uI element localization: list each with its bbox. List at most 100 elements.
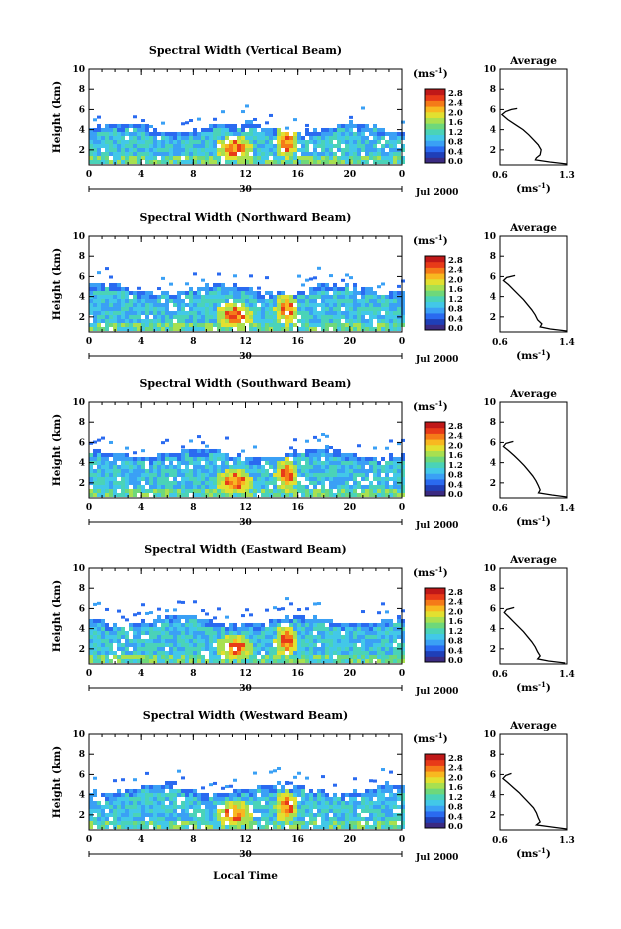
heatmap-cell	[213, 302, 217, 307]
heatmap-cell	[205, 314, 209, 319]
colorbar-segment	[425, 433, 445, 440]
x-tick-label: 0	[399, 835, 405, 845]
heatmap-cell	[401, 306, 405, 311]
heatmap-cell	[141, 139, 145, 144]
y-tick-label: 2	[79, 146, 85, 156]
heatmap-cell	[321, 143, 325, 148]
heatmap-cell	[141, 131, 145, 136]
heatmap-cell	[297, 638, 301, 643]
heatmap-cell	[201, 646, 205, 651]
heatmap-cell	[113, 318, 117, 323]
heatmap-cell	[97, 127, 101, 132]
heatmap-cell	[333, 143, 337, 148]
heatmap-cell	[389, 159, 393, 164]
heatmap-cell	[109, 275, 113, 279]
heatmap-cell	[125, 322, 129, 327]
heatmap-cell	[349, 654, 353, 659]
heatmap-cell	[149, 472, 153, 477]
heatmap-cell	[281, 607, 285, 611]
heatmap-cell	[161, 139, 165, 144]
heatmap-cell	[121, 808, 125, 813]
heatmap-cell	[145, 812, 149, 817]
heatmap-cell	[129, 326, 133, 331]
heatmap-cell	[189, 614, 193, 619]
heatmap-cell	[165, 484, 169, 489]
heatmap-cell	[125, 638, 129, 643]
heatmap-cell	[297, 464, 301, 469]
heatmap-cell	[257, 816, 261, 821]
heatmap-cell	[233, 626, 237, 631]
heatmap-cell	[249, 294, 253, 299]
heatmap-cell	[137, 139, 141, 144]
heatmap-cell	[181, 476, 185, 481]
heatmap-cell	[305, 151, 309, 156]
heatmap-cell	[153, 816, 157, 821]
heatmap-cell	[205, 155, 209, 160]
heatmap-cell	[209, 658, 213, 663]
heatmap-cell	[213, 298, 217, 303]
heatmap-cell	[309, 626, 313, 631]
heatmap-cell	[273, 314, 277, 319]
heatmap-cell	[113, 792, 117, 797]
heatmap-cell	[309, 792, 313, 797]
heatmap-cell	[241, 476, 245, 481]
heatmap-cell	[277, 820, 281, 825]
heatmap-cell	[105, 326, 109, 331]
heatmap-cell	[189, 131, 193, 136]
heatmap-cell	[285, 460, 289, 465]
heatmap-cell	[133, 778, 137, 782]
heatmap-cell	[237, 816, 241, 821]
heatmap-cell	[361, 642, 365, 647]
heatmap-cell	[209, 626, 213, 631]
heatmap-cell	[149, 816, 153, 821]
heatmap-cell	[293, 476, 297, 481]
heatmap-cell	[133, 302, 137, 307]
heatmap-cell	[213, 638, 217, 643]
heatmap-cell	[245, 318, 249, 323]
colorbar-segment	[425, 610, 445, 617]
colorbar-tick-label: 2.0	[448, 773, 463, 783]
heatmap-cell	[341, 654, 345, 659]
heatmap-cell	[133, 658, 137, 663]
heatmap-cell	[241, 658, 245, 663]
heatmap-cell	[273, 769, 277, 773]
heatmap-cell	[317, 151, 321, 156]
heatmap-cell	[309, 622, 313, 627]
heatmap-cell	[121, 302, 125, 307]
heatmap-cell	[221, 110, 225, 114]
heatmap-cell	[325, 294, 329, 299]
heatmap-cell	[401, 310, 405, 315]
heatmap-cell	[153, 638, 157, 643]
heatmap-cell	[97, 638, 101, 643]
heatmap-cell	[173, 780, 177, 785]
heatmap-cell	[241, 135, 245, 140]
heatmap-cell	[197, 634, 201, 639]
heatmap-cell	[265, 804, 269, 809]
heatmap-cell	[141, 626, 145, 631]
heatmap-cell	[277, 626, 281, 631]
heatmap-cell	[297, 658, 301, 663]
heatmap-cell	[117, 796, 121, 801]
heatmap-cell	[381, 784, 385, 789]
heatmap-cell	[385, 646, 389, 651]
heatmap-cell	[221, 796, 225, 801]
heatmap-cell	[201, 472, 205, 477]
heatmap-cell	[101, 618, 105, 623]
heatmap-cell	[117, 314, 121, 319]
heatmap-cell	[385, 322, 389, 327]
heatmap-cell	[401, 788, 405, 793]
heatmap-cell	[201, 476, 205, 481]
heatmap-cell	[369, 155, 373, 160]
heatmap-cell	[173, 614, 177, 619]
heatmap-cell	[317, 282, 321, 287]
heatmap-cell	[345, 294, 349, 299]
heatmap-cell	[333, 492, 337, 497]
heatmap-cell	[197, 143, 201, 148]
heatmap-cell	[189, 792, 193, 797]
heatmap-cell	[225, 302, 229, 307]
heatmap-cell	[249, 634, 253, 639]
heatmap-cell	[289, 294, 293, 299]
colorbar-tick-label: 2.0	[448, 108, 463, 118]
heatmap-cell	[397, 622, 401, 627]
heatmap-cell	[341, 626, 345, 631]
